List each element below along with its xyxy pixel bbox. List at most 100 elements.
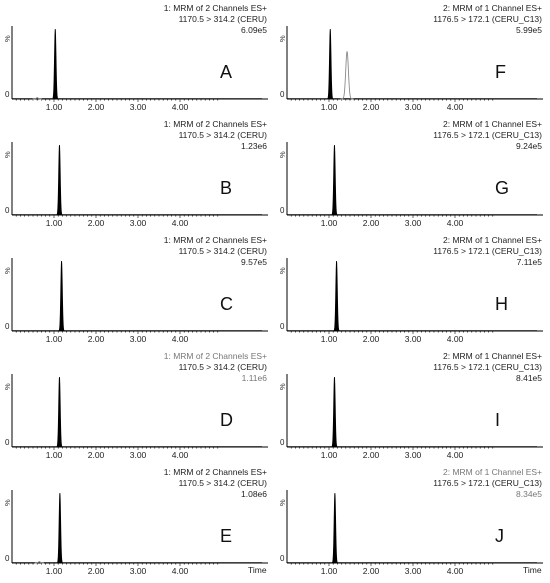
chromatogram-panel-c: 1: MRM of 2 Channels ES+ 1170.5 > 314.2 (… — [0, 232, 275, 348]
peak-filled — [332, 260, 341, 332]
x-axis-label: Time — [523, 565, 542, 575]
panel-letter: D — [220, 410, 233, 430]
chromatogram-panel-j: 2: MRM of 1 Channel ES+ 1176.5 > 172.1 (C… — [275, 464, 550, 580]
x-tick-label: 2.00 — [362, 102, 380, 112]
trace-header: 2: MRM of 1 Channel ES+ 1176.5 > 172.1 (C… — [433, 467, 542, 500]
header-line-2: 1176.5 > 172.1 (CERU_C13) — [433, 246, 542, 256]
intensity-label: 1.08e6 — [241, 489, 267, 499]
panel-letter: C — [220, 294, 233, 314]
header-line-2: 1170.5 > 314.2 (CERU) — [178, 14, 267, 24]
y-zero-label: 0 — [280, 554, 285, 563]
y-zero-label: 0 — [5, 438, 10, 447]
x-tick-label: 3.00 — [129, 218, 147, 228]
peak-filled — [331, 492, 339, 564]
peak-filled — [55, 376, 64, 448]
x-tick-label: 3.00 — [404, 566, 422, 576]
x-tick-label: 4.00 — [171, 102, 189, 112]
header-line-1: 1: MRM of 2 Channels ES+ — [163, 235, 267, 245]
chromatogram-panel-g: 2: MRM of 1 Channel ES+ 1176.5 > 172.1 (C… — [275, 116, 550, 232]
y-axis-label: % — [278, 151, 287, 158]
trace-header: 1: MRM of 2 Channels ES+ 1170.5 > 314.2 (… — [164, 3, 267, 36]
peak-filled — [330, 376, 339, 448]
header-line-1: 2: MRM of 1 Channel ES+ — [443, 467, 542, 477]
header-line-2: 1170.5 > 314.2 (CERU) — [178, 246, 267, 256]
chromatogram-plot — [286, 26, 543, 102]
header-line-1: 1: MRM of 2 Channels ES+ — [163, 351, 267, 361]
y-zero-label: 0 — [5, 206, 10, 215]
panel-letter: I — [495, 410, 501, 430]
intensity-label: 1.11e6 — [241, 373, 267, 383]
x-tick-label: 4.00 — [446, 334, 464, 344]
intensity-label: 8.41e5 — [516, 373, 542, 383]
header-line-2: 1176.5 > 172.1 (CERU_C13) — [433, 362, 542, 372]
chromatogram-panel-h: 2: MRM of 1 Channel ES+ 1176.5 > 172.1 (C… — [275, 232, 550, 348]
intensity-label: 7.11e5 — [516, 257, 542, 267]
x-tick-label: 1.00 — [320, 218, 338, 228]
y-axis-label: % — [278, 267, 287, 274]
y-zero-label: 0 — [280, 438, 285, 447]
x-tick-label: 4.00 — [446, 102, 464, 112]
header-line-2: 1176.5 > 172.1 (CERU_C13) — [433, 14, 542, 24]
chromatogram-plot — [11, 142, 268, 218]
header-line-1: 2: MRM of 1 Channel ES+ — [443, 119, 542, 129]
header-line-1: 2: MRM of 1 Channel ES+ — [443, 351, 542, 361]
x-tick-label: 2.00 — [87, 450, 105, 460]
peak-filled — [51, 28, 59, 100]
peak-filled — [326, 28, 334, 100]
header-line-1: 1: MRM of 2 Channels ES+ — [163, 119, 267, 129]
x-tick-label: 1.00 — [45, 218, 63, 228]
chromatogram-plot — [286, 142, 543, 218]
intensity-label: 9.57e5 — [241, 257, 267, 267]
x-tick-label: 1.00 — [45, 334, 63, 344]
chromatogram-panel-d: 1: MRM of 2 Channels ES+ 1170.5 > 314.2 (… — [0, 348, 275, 464]
intensity-label: 5.99e5 — [516, 25, 542, 35]
y-axis-label: % — [3, 151, 12, 158]
y-axis-label: % — [278, 383, 287, 390]
y-axis-label: % — [278, 35, 287, 42]
header-line-1: 2: MRM of 1 Channel ES+ — [443, 3, 542, 13]
x-tick-label: 4.00 — [171, 566, 189, 576]
x-tick-label: 2.00 — [362, 566, 380, 576]
header-line-1: 1: MRM of 2 Channels ES+ — [163, 3, 267, 13]
x-tick-label: 1.00 — [45, 566, 63, 576]
y-axis-label: % — [3, 267, 12, 274]
panel-letter: J — [495, 526, 504, 546]
x-tick-label: 2.00 — [362, 450, 380, 460]
x-tick-label: 3.00 — [129, 566, 147, 576]
peak-outline — [340, 51, 354, 100]
trace-header: 1: MRM of 2 Channels ES+ 1170.5 > 314.2 (… — [164, 351, 267, 384]
trace-header: 1: MRM of 2 Channels ES+ 1170.5 > 314.2 (… — [164, 119, 267, 152]
panel-letter: A — [220, 62, 233, 82]
x-tick-label: 3.00 — [404, 450, 422, 460]
header-line-2: 1170.5 > 314.2 (CERU) — [178, 362, 267, 372]
peak-filled — [55, 144, 64, 216]
chromatogram-plot — [286, 374, 543, 450]
chromatogram-panel-b: 1: MRM of 2 Channels ES+ 1170.5 > 314.2 (… — [0, 116, 275, 232]
panel-letter: G — [495, 178, 510, 198]
y-zero-label: 0 — [5, 322, 10, 331]
chromatogram-panel-e: 1: MRM of 2 Channels ES+ 1170.5 > 314.2 (… — [0, 464, 275, 580]
y-zero-label: 0 — [280, 206, 285, 215]
x-tick-label: 4.00 — [446, 450, 464, 460]
trace-header: 1: MRM of 2 Channels ES+ 1170.5 > 314.2 (… — [164, 235, 267, 268]
panel-letter: H — [495, 294, 508, 314]
panel-letter: F — [495, 62, 506, 82]
intensity-label: 9.24e5 — [516, 141, 542, 151]
x-tick-label: 3.00 — [404, 334, 422, 344]
x-tick-label: 1.00 — [45, 102, 63, 112]
intensity-label: 1.23e6 — [241, 141, 267, 151]
x-tick-label: 3.00 — [129, 102, 147, 112]
x-tick-label: 4.00 — [171, 450, 189, 460]
x-tick-label: 1.00 — [45, 450, 63, 460]
x-tick-label: 2.00 — [87, 218, 105, 228]
chromatogram-plot — [11, 258, 268, 334]
chromatogram-panel-a: 1: MRM of 2 Channels ES+ 1170.5 > 314.2 (… — [0, 0, 275, 116]
y-zero-label: 0 — [280, 90, 285, 99]
trace-header: 2: MRM of 1 Channel ES+ 1176.5 > 172.1 (C… — [433, 119, 542, 152]
peak-filled — [330, 144, 339, 216]
x-tick-label: 2.00 — [87, 102, 105, 112]
chromatogram-panel-f: 2: MRM of 1 Channel ES+ 1176.5 > 172.1 (C… — [275, 0, 550, 116]
trace-header: 2: MRM of 1 Channel ES+ 1176.5 > 172.1 (C… — [433, 235, 542, 268]
intensity-label: 8.34e5 — [516, 489, 542, 499]
